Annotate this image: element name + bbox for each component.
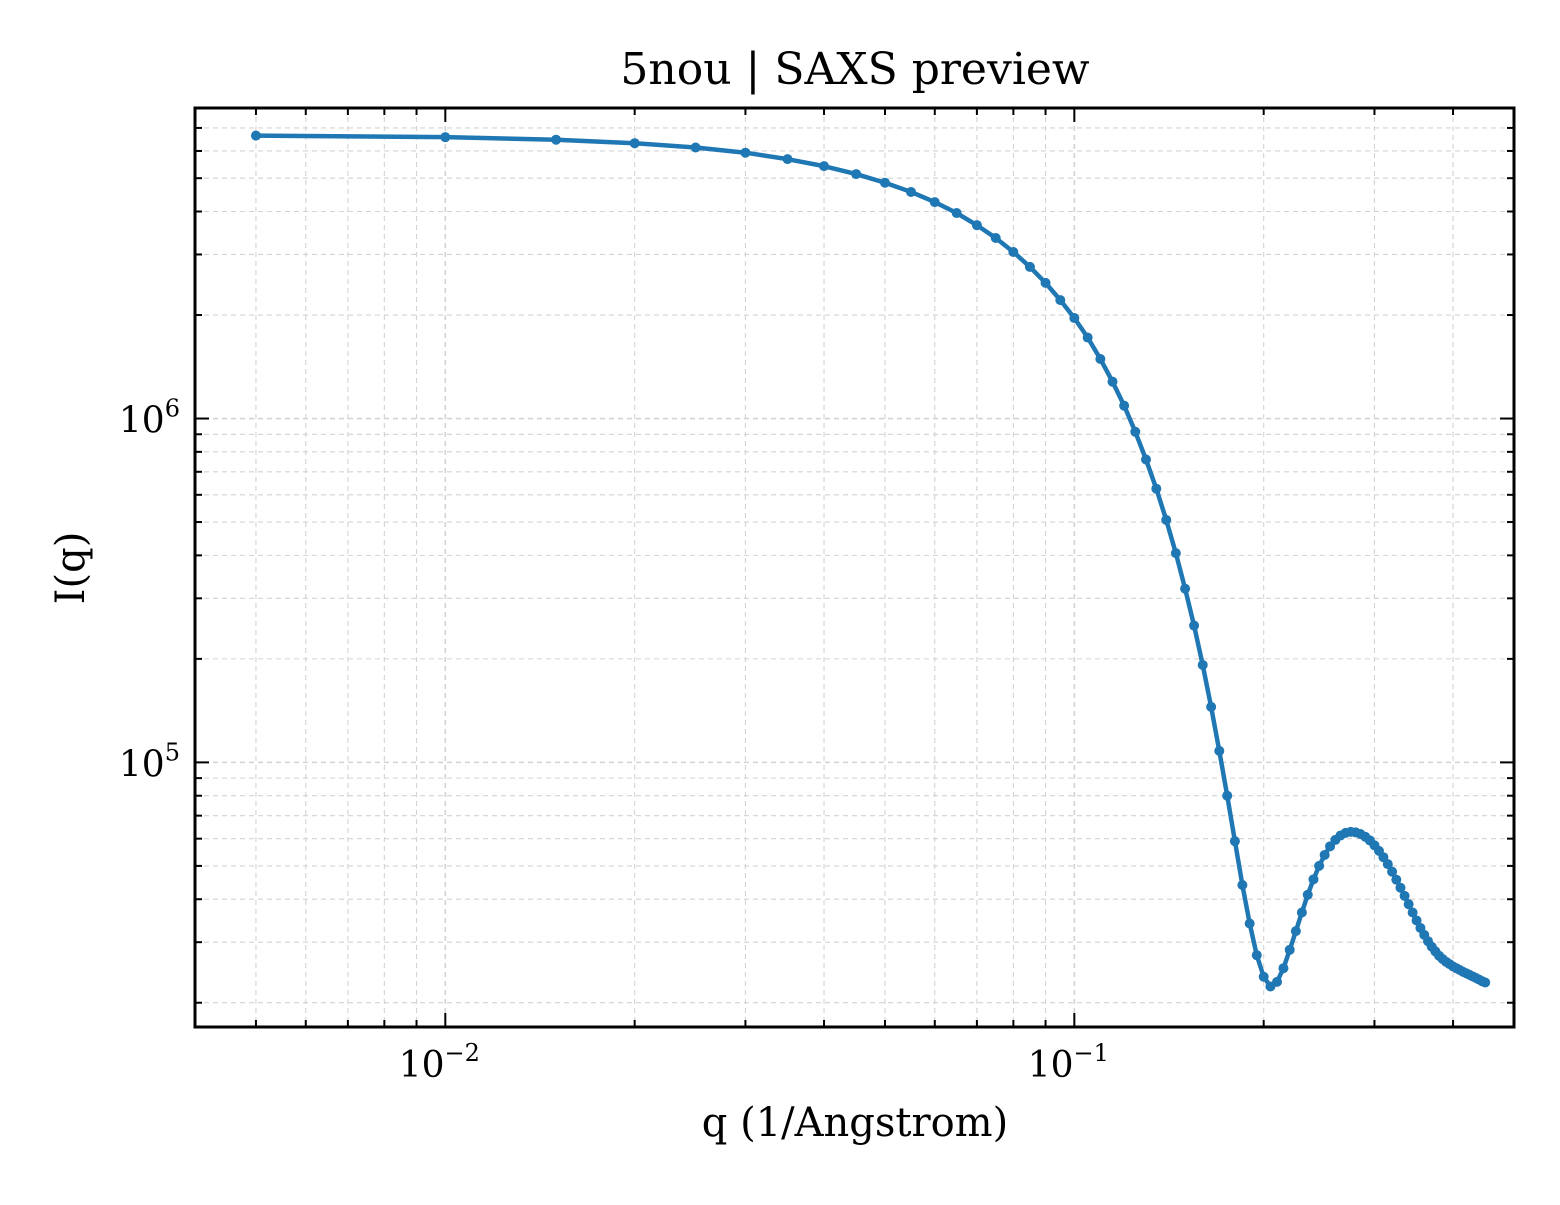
data-point bbox=[1314, 860, 1325, 871]
data-point bbox=[1399, 890, 1410, 901]
data-point bbox=[1197, 659, 1208, 670]
data-point bbox=[1141, 454, 1152, 465]
data-point bbox=[1107, 376, 1118, 387]
data-point bbox=[1278, 963, 1289, 974]
x-axis-label: q (1/Angstrom) bbox=[702, 1100, 1008, 1146]
series-layer bbox=[250, 130, 1491, 992]
data-point bbox=[740, 147, 751, 158]
plot-frame bbox=[193, 106, 1516, 1029]
data-point bbox=[1180, 583, 1191, 594]
series-line bbox=[253, 133, 1488, 989]
data-point bbox=[1119, 400, 1130, 411]
data-point bbox=[1008, 247, 1019, 258]
data-point bbox=[851, 169, 862, 180]
data-point bbox=[1229, 836, 1240, 847]
data-point bbox=[1284, 944, 1295, 955]
data-point bbox=[1391, 874, 1402, 885]
grid-lines bbox=[194, 107, 1515, 1027]
data-point bbox=[1308, 874, 1319, 885]
data-point bbox=[1290, 926, 1301, 937]
data-point bbox=[1403, 899, 1414, 910]
data-point bbox=[1206, 701, 1217, 712]
y-tick-label: 106 bbox=[119, 395, 180, 442]
data-point bbox=[1040, 277, 1051, 288]
data-point bbox=[1082, 332, 1093, 343]
data-point bbox=[906, 186, 917, 197]
data-point bbox=[1411, 915, 1422, 926]
data-point bbox=[629, 138, 640, 149]
data-point bbox=[1161, 514, 1172, 525]
data-point bbox=[1095, 353, 1106, 364]
data-point bbox=[690, 142, 701, 153]
data-point bbox=[1387, 866, 1398, 877]
data-point bbox=[250, 130, 261, 141]
chart-title: 5nou | SAXS preview bbox=[620, 44, 1090, 95]
data-point bbox=[440, 132, 451, 143]
data-point bbox=[1151, 483, 1162, 494]
data-point bbox=[1319, 849, 1330, 860]
x-tick-label: 10−1 bbox=[1028, 1039, 1109, 1086]
data-point bbox=[990, 232, 1001, 243]
data-point bbox=[1272, 976, 1283, 987]
data-point bbox=[1055, 295, 1066, 306]
data-point bbox=[1069, 313, 1080, 324]
x-tick-label: 10−2 bbox=[399, 1039, 480, 1086]
tick-labels: 10−2 10−1 105 106 bbox=[119, 395, 1109, 1086]
data-point bbox=[971, 220, 982, 231]
data-point bbox=[819, 161, 830, 172]
data-point bbox=[951, 208, 962, 219]
data-point bbox=[1024, 261, 1035, 272]
data-points bbox=[250, 130, 1491, 992]
data-point bbox=[1407, 907, 1418, 918]
data-point bbox=[929, 197, 940, 208]
data-point bbox=[1237, 879, 1248, 890]
data-point bbox=[1296, 907, 1307, 918]
data-point bbox=[1258, 971, 1269, 982]
data-point bbox=[1302, 889, 1313, 900]
y-tick-label: 105 bbox=[119, 738, 180, 785]
data-point bbox=[1130, 426, 1141, 437]
y-axis-label: I(q) bbox=[48, 532, 94, 605]
data-point bbox=[1395, 882, 1406, 893]
data-point bbox=[551, 134, 562, 145]
data-point bbox=[1189, 620, 1200, 631]
data-point bbox=[1251, 950, 1262, 961]
data-point bbox=[782, 154, 793, 165]
data-point bbox=[1222, 790, 1233, 801]
data-point bbox=[1170, 548, 1181, 559]
axis-ticks bbox=[194, 107, 1515, 1027]
data-point bbox=[1382, 859, 1393, 870]
data-point bbox=[1480, 977, 1491, 988]
data-point bbox=[879, 177, 890, 188]
data-point bbox=[1244, 918, 1255, 929]
data-point bbox=[1214, 745, 1225, 756]
